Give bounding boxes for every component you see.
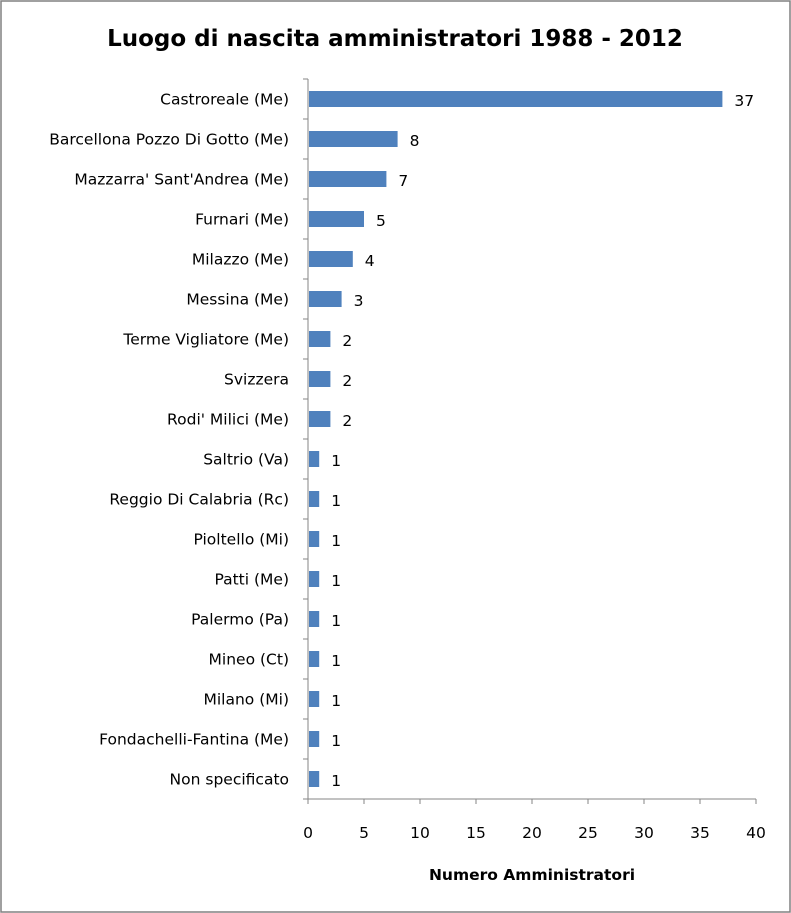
bar — [309, 731, 320, 747]
category-label: Svizzera — [224, 371, 289, 389]
bar — [309, 491, 320, 507]
category-label: Fondachelli-Fantina (Me) — [99, 731, 289, 749]
category-label: Mazzarra' Sant'Andrea (Me) — [74, 171, 289, 189]
x-tick-labels: 0 5 10 15 20 25 30 35 40 — [303, 824, 766, 842]
category-label: Milano (Mi) — [204, 691, 290, 709]
category-label: Palermo (Pa) — [191, 611, 289, 629]
category-label: Milazzo (Me) — [192, 251, 289, 269]
category-label: Rodi' Milici (Me) — [167, 411, 289, 429]
data-label: 2 — [342, 372, 352, 390]
data-label: 1 — [331, 652, 341, 670]
data-label: 1 — [331, 732, 341, 750]
chart-title: Luogo di nascita amministratori 1988 - 2… — [107, 26, 683, 52]
bar — [309, 91, 723, 107]
x-tick-label: 35 — [690, 824, 710, 842]
bar — [309, 771, 320, 787]
bar — [309, 211, 364, 227]
category-label: Messina (Me) — [186, 291, 289, 309]
x-tick-label: 5 — [359, 824, 369, 842]
bar — [309, 651, 320, 667]
category-labels: Castroreale (Me) Barcellona Pozzo Di Gott… — [49, 91, 289, 789]
category-label: Furnari (Me) — [195, 211, 289, 229]
data-label: 1 — [331, 532, 341, 550]
data-label: 5 — [376, 212, 386, 230]
data-label: 8 — [410, 132, 420, 150]
bars-layer — [309, 91, 723, 787]
bar — [309, 411, 331, 427]
x-tick-label: 30 — [634, 824, 654, 842]
bar — [309, 291, 342, 307]
category-label: Saltrio (Va) — [203, 451, 289, 469]
data-label: 1 — [331, 772, 341, 790]
category-label: Non specificato — [170, 771, 289, 789]
category-label: Castroreale (Me) — [160, 91, 289, 109]
bar — [309, 531, 320, 547]
axes — [303, 78, 757, 804]
data-label: 1 — [331, 492, 341, 510]
data-label: 4 — [365, 252, 375, 270]
data-label: 1 — [331, 572, 341, 590]
data-label: 7 — [398, 172, 408, 190]
bar — [309, 611, 320, 627]
data-label: 37 — [734, 92, 754, 110]
bar — [309, 691, 320, 707]
data-label: 1 — [331, 612, 341, 630]
category-label: Patti (Me) — [214, 571, 289, 589]
bar — [309, 131, 398, 147]
x-axis-title: Numero Amministratori — [429, 866, 635, 884]
data-label: 1 — [331, 452, 341, 470]
data-label: 1 — [331, 692, 341, 710]
category-label: Terme Vigliatore (Me) — [122, 331, 289, 349]
x-tick-label: 15 — [466, 824, 486, 842]
data-labels: 37 8 7 5 4 3 2 2 2 1 1 1 1 1 1 1 1 1 — [331, 92, 754, 790]
x-tick-label: 25 — [578, 824, 598, 842]
x-tick-label: 10 — [410, 824, 430, 842]
bar — [309, 571, 320, 587]
bar — [309, 251, 353, 267]
category-label: Barcellona Pozzo Di Gotto (Me) — [49, 131, 289, 149]
data-label: 2 — [342, 412, 352, 430]
x-tick-label: 0 — [303, 824, 313, 842]
data-label: 2 — [342, 332, 352, 350]
bar — [309, 371, 331, 387]
bar — [309, 331, 331, 347]
category-label: Mineo (Ct) — [209, 651, 289, 669]
category-label: Reggio Di Calabria (Rc) — [109, 491, 289, 509]
data-label: 3 — [354, 292, 364, 310]
x-tick-label: 20 — [522, 824, 542, 842]
x-tick-label: 40 — [746, 824, 766, 842]
bar — [309, 451, 320, 467]
category-label: Pioltello (Mi) — [193, 531, 289, 549]
bar — [309, 171, 387, 187]
